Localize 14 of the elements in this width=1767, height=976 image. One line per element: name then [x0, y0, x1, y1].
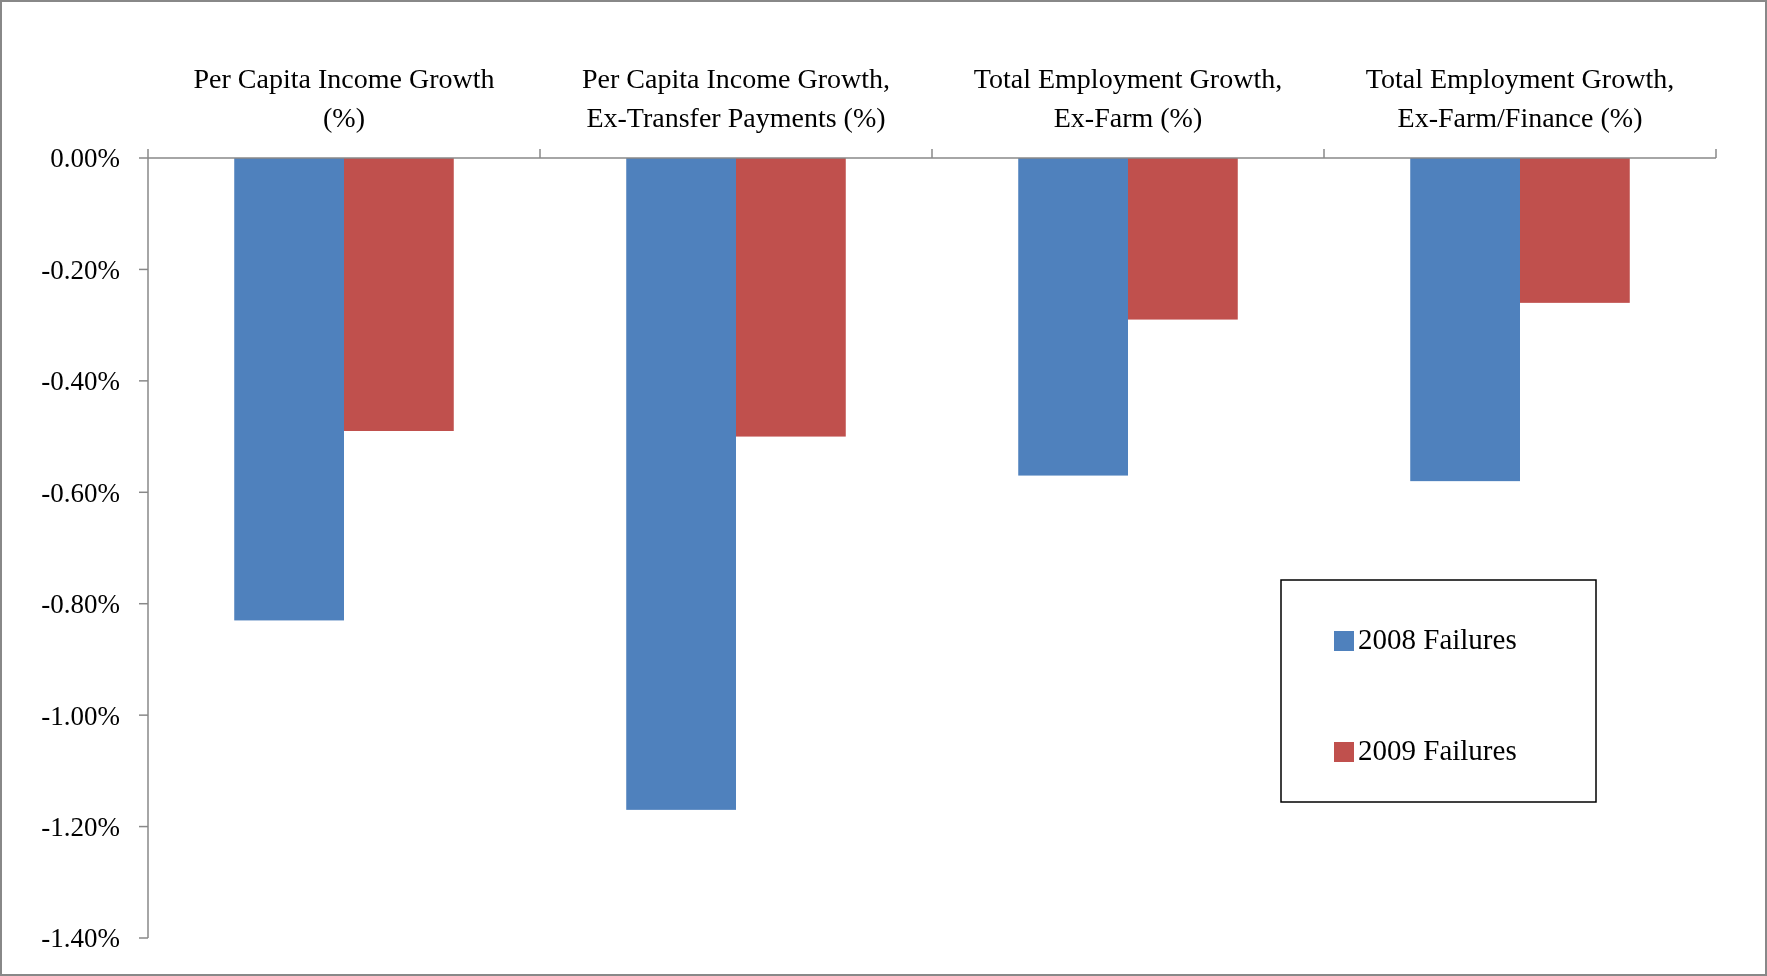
y-tick-label: -0.60% — [41, 477, 120, 508]
y-tick-label: -0.40% — [41, 366, 120, 397]
x-tick-label: Total Employment Growth, Ex-Farm (%) — [973, 63, 1283, 133]
x-tick-label: Per Capita Income Growth (%) — [193, 63, 495, 133]
y-tick-label: -0.80% — [41, 589, 120, 620]
y-tick-label: -1.20% — [41, 812, 120, 843]
x-tick-label: Total Employment Growth, Ex-Farm/Finance (%) — [1365, 63, 1675, 133]
y-tick-label: 0.00% — [50, 143, 120, 174]
y-tick-label: -1.40% — [41, 923, 120, 954]
x-tick-label: Per Capita Income Growth, Ex-Transfer Payments (%) — [582, 63, 890, 133]
y-tick-label: -0.20% — [41, 254, 120, 285]
y-tick-label: -1.00% — [41, 700, 120, 731]
legend-label: 2009 Failures — [1358, 734, 1517, 766]
legend-label: 2008 Failures — [1358, 623, 1517, 655]
